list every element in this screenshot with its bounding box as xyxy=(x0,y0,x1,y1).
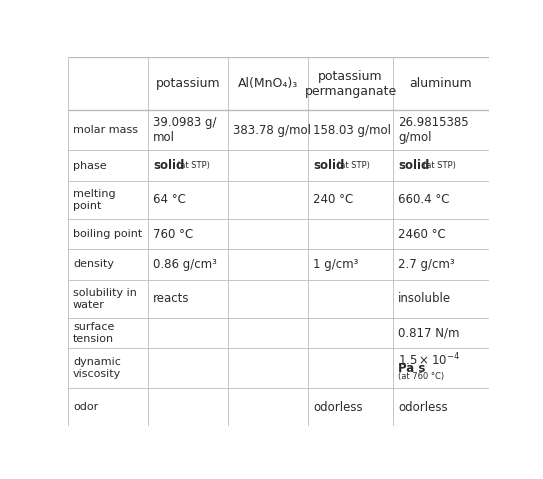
Text: potassium: potassium xyxy=(156,78,220,91)
Text: solubility in
water: solubility in water xyxy=(73,288,137,309)
Text: potassium
permanganate: potassium permanganate xyxy=(305,70,397,98)
Text: aluminum: aluminum xyxy=(409,78,472,91)
Text: solid: solid xyxy=(313,159,344,172)
Text: (at STP): (at STP) xyxy=(422,161,456,170)
Text: dynamic
viscosity: dynamic viscosity xyxy=(73,357,121,379)
Text: 2460 °C: 2460 °C xyxy=(398,228,446,240)
Text: surface
tension: surface tension xyxy=(73,322,114,344)
Text: solid: solid xyxy=(398,159,430,172)
Text: 64 °C: 64 °C xyxy=(153,194,186,206)
Text: Pa s: Pa s xyxy=(398,362,426,375)
Text: 760 °C: 760 °C xyxy=(153,228,193,240)
Text: 1 g/cm³: 1 g/cm³ xyxy=(313,258,358,271)
Text: molar mass: molar mass xyxy=(73,125,138,136)
Text: 383.78 g/mol: 383.78 g/mol xyxy=(233,124,311,137)
Text: Al(MnO₄)₃: Al(MnO₄)₃ xyxy=(238,78,298,91)
Text: 26.9815385
g/mol: 26.9815385 g/mol xyxy=(398,116,469,144)
Text: phase: phase xyxy=(73,160,106,171)
Text: odor: odor xyxy=(73,402,98,412)
Text: reacts: reacts xyxy=(153,292,190,305)
Text: insoluble: insoluble xyxy=(398,292,451,305)
Text: odorless: odorless xyxy=(398,401,448,414)
Text: (at STP): (at STP) xyxy=(178,161,210,170)
Text: 2.7 g/cm³: 2.7 g/cm³ xyxy=(398,258,455,271)
Text: 158.03 g/mol: 158.03 g/mol xyxy=(313,124,391,137)
Text: 0.86 g/cm³: 0.86 g/cm³ xyxy=(153,258,217,271)
Text: (at STP): (at STP) xyxy=(337,161,370,170)
Text: (at 760 °C): (at 760 °C) xyxy=(398,372,444,381)
Text: 660.4 °C: 660.4 °C xyxy=(398,194,450,206)
Text: melting
point: melting point xyxy=(73,189,116,211)
Text: density: density xyxy=(73,260,114,270)
Text: 240 °C: 240 °C xyxy=(313,194,353,206)
Text: $1.5\times10^{-4}$: $1.5\times10^{-4}$ xyxy=(398,352,460,368)
Text: 0.817 N/m: 0.817 N/m xyxy=(398,327,460,340)
Text: 39.0983 g/
mol: 39.0983 g/ mol xyxy=(153,116,217,144)
Text: odorless: odorless xyxy=(313,401,363,414)
Text: boiling point: boiling point xyxy=(73,229,142,239)
Text: solid: solid xyxy=(153,159,184,172)
